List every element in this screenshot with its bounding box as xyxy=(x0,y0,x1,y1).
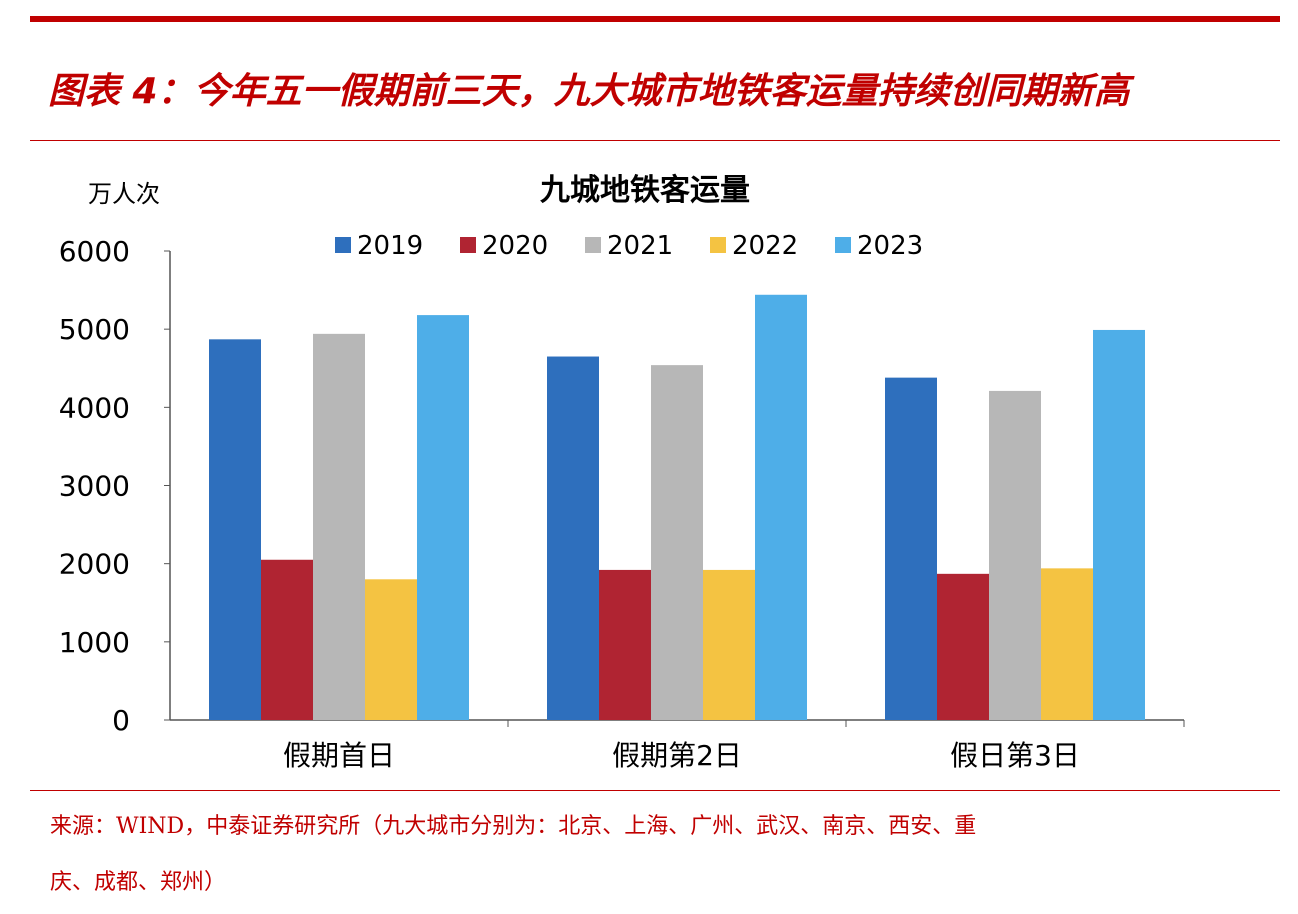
y-tick-label: 1000 xyxy=(59,626,130,659)
legend-label-2022: 2022 xyxy=(732,231,798,261)
figure-title: 图表 4：今年五一假期前三天，九大城市地铁客运量持续创同期新高 xyxy=(48,71,1130,112)
legend-label-2021: 2021 xyxy=(607,231,673,261)
bar-2021-3 xyxy=(989,390,1041,720)
y-tick-label: 3000 xyxy=(59,470,130,503)
bar-2021-2 xyxy=(651,365,703,720)
x-tick-label: 假期第2日 xyxy=(612,739,742,772)
y-tick-label: 0 xyxy=(112,704,130,737)
divider xyxy=(30,790,1280,791)
x-tick-label: 假期首日 xyxy=(283,739,395,772)
bar-2022-3 xyxy=(1041,568,1093,720)
legend-swatch-2022 xyxy=(710,237,726,253)
bar-2022-1 xyxy=(365,579,417,720)
y-tick-label: 5000 xyxy=(59,313,130,346)
legend-label-2023: 2023 xyxy=(857,231,923,261)
legend-swatch-2019 xyxy=(335,237,351,253)
y-axis-label: 万人次 xyxy=(88,180,160,208)
bar-chart: 九城地铁客运量 万人次 0 1000 2000 3000 4000 5000 6000 假期首日 假… xyxy=(59,173,1185,772)
bar-2021-1 xyxy=(313,333,365,720)
legend-label-2019: 2019 xyxy=(357,231,423,261)
legend-swatch-2023 xyxy=(835,237,851,253)
source-note: 来源：WIND，中泰证券研究所（九大城市分别为：北京、上海、广州、武汉、南京、西… xyxy=(50,814,977,839)
top-bar xyxy=(30,16,1280,22)
x-tick-label: 假日第3日 xyxy=(950,739,1080,772)
source-note-cont: 庆、成都、郑州） xyxy=(50,870,227,895)
y-tick-label: 2000 xyxy=(59,548,130,581)
bar-2019-1 xyxy=(209,339,261,720)
bar-2020-2 xyxy=(599,569,651,720)
bar-2023-3 xyxy=(1093,329,1145,720)
y-tick-label: 6000 xyxy=(59,235,130,268)
bar-2023-2 xyxy=(755,294,807,720)
y-tick-label: 4000 xyxy=(59,391,130,424)
divider xyxy=(30,140,1280,141)
legend-label-2020: 2020 xyxy=(482,231,548,261)
legend-swatch-2020 xyxy=(460,237,476,253)
bar-2019-3 xyxy=(885,377,937,720)
bar-2023-1 xyxy=(417,315,469,720)
chart-title: 九城地铁客运量 xyxy=(540,173,750,208)
bar-2020-1 xyxy=(261,559,313,720)
bar-2020-3 xyxy=(937,573,989,720)
bar-2019-2 xyxy=(547,356,599,720)
bar-2022-2 xyxy=(703,569,755,720)
legend-swatch-2021 xyxy=(585,237,601,253)
